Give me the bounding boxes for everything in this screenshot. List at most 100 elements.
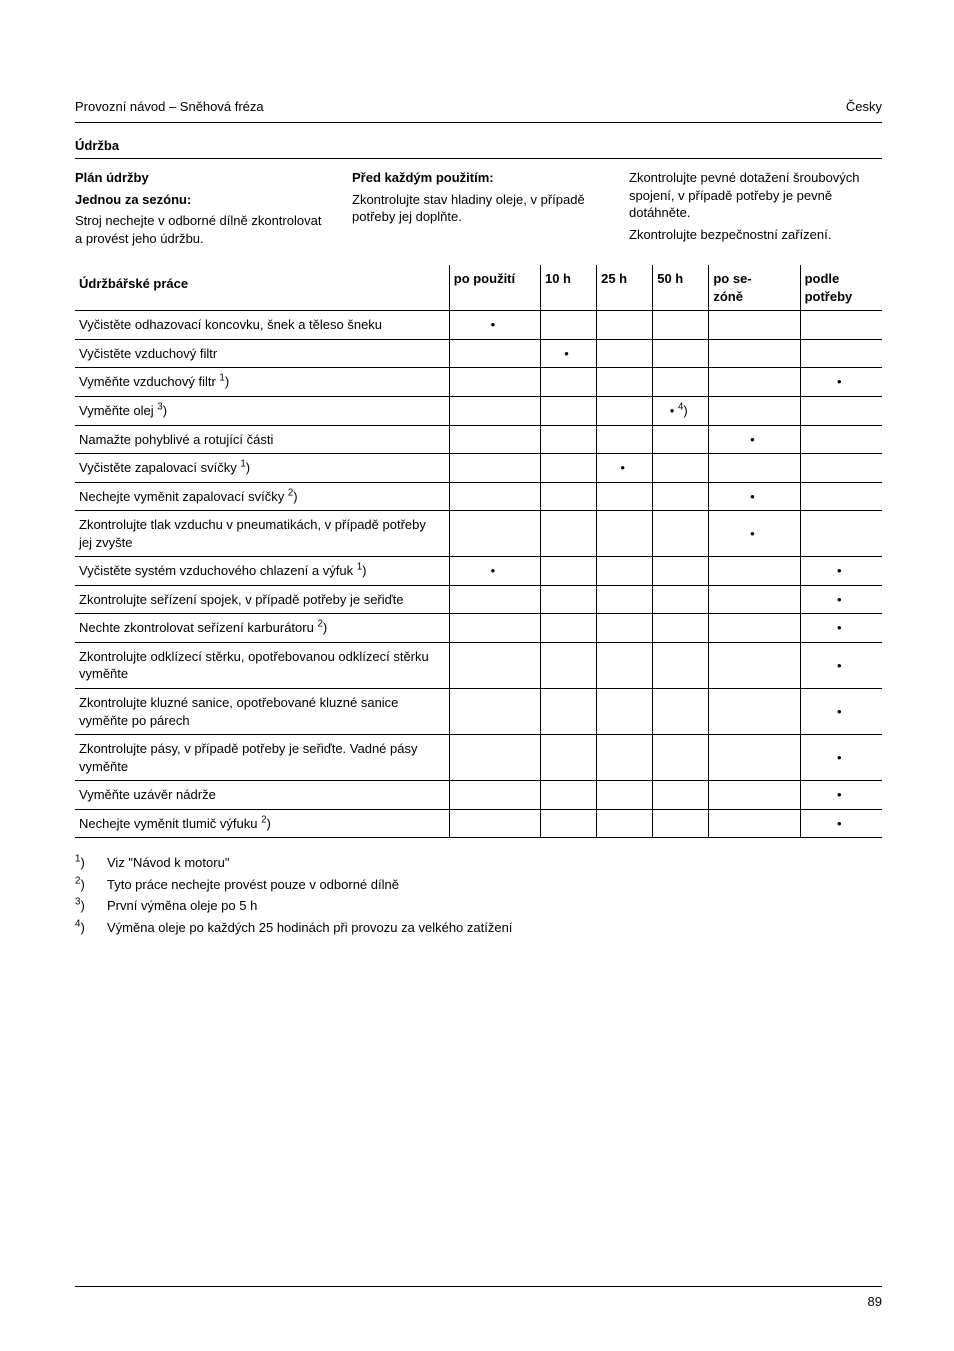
intro-columns: Plán údržby Jednou za sezónu: Stroj nech… [75,169,882,251]
dot-cell [449,511,540,557]
dot-cell [653,482,709,511]
dot-cell: • [800,557,882,586]
dot-cell [449,642,540,688]
table-row: Zkontrolujte odklízecí stěrku, opotřebov… [75,642,882,688]
table-row: Zkontrolujte pásy, v případě potřeby je … [75,735,882,781]
dot-cell [597,511,653,557]
dot-cell [540,425,596,454]
dot-cell: • [800,368,882,397]
dot-cell [653,339,709,368]
dot-cell [597,689,653,735]
page: Provozní návod – Sněhová fréza Česky Údr… [0,0,954,1351]
dot-cell [597,642,653,688]
dot-cell [597,339,653,368]
table-row: Nechejte vyměnit zapalovací svíčky 2)• [75,482,882,511]
footnote-mark: 2) [75,876,91,894]
dot-cell [653,735,709,781]
dot-cell: • 4) [653,397,709,426]
dot-cell [597,397,653,426]
table-row: Vyčistěte vzduchový filtr• [75,339,882,368]
dot-cell [709,689,800,735]
dot-cell: • [800,781,882,810]
before-use-heading: Před každým použitím: [352,169,605,187]
footnote: 3)První výměna oleje po 5 h [75,897,882,915]
dot-cell [653,425,709,454]
dot-cell [540,585,596,614]
header-rule [75,122,882,123]
dot-cell [540,557,596,586]
table-row: Vyměňte uzávěr nádrže • [75,781,882,810]
dot-cell [653,585,709,614]
dot-cell [449,735,540,781]
maintenance-table: Údržbářské práce po použití 10 h 25 h 50… [75,265,882,838]
section-title: Údržba [75,137,882,155]
table-row: Vyčistěte systém vzduchového chlazení a … [75,557,882,586]
dot-cell: • [709,511,800,557]
dot-cell [540,735,596,781]
dot-cell [540,482,596,511]
dot-cell [449,454,540,483]
dot-cell [449,689,540,735]
page-number: 89 [868,1293,882,1311]
dot-cell [597,614,653,643]
dot-cell [540,311,596,340]
dot-cell [597,425,653,454]
table-row: Zkontrolujte kluzné sanice, opotřebované… [75,689,882,735]
footnote: 4)Výměna oleje po každých 25 hodinách př… [75,919,882,937]
task-cell: Namažte pohyblivé a rotující části [75,425,449,454]
before-use-text: Zkontrolujte stav hladiny oleje, v přípa… [352,191,605,226]
table-row: Vyčistěte odhazovací koncovku, šnek a tě… [75,311,882,340]
dot-cell: • [709,482,800,511]
dot-cell [597,585,653,614]
dot-cell [449,339,540,368]
dot-cell [597,311,653,340]
footnote-mark: 1) [75,854,91,872]
dot-cell [540,809,596,838]
check-safety-text: Zkontrolujte bezpečnostní zařízení. [629,226,882,244]
dot-cell [540,368,596,397]
th-25h: 25 h [597,265,653,311]
th-50h: 50 h [653,265,709,311]
dot-cell: • [800,614,882,643]
dot-cell [800,454,882,483]
dot-cell: • [709,425,800,454]
dot-cell [653,614,709,643]
th-as-needed: podlepotřeby [800,265,882,311]
task-cell: Zkontrolujte kluzné sanice, opotřebované… [75,689,449,735]
task-cell: Vyměňte uzávěr nádrže [75,781,449,810]
dot-cell [597,735,653,781]
dot-cell [449,585,540,614]
dot-cell [709,642,800,688]
dot-cell [540,689,596,735]
dot-cell [653,454,709,483]
task-cell: Vyčistěte zapalovací svíčky 1) [75,454,449,483]
dot-cell [653,368,709,397]
task-cell: Vyměňte olej 3) [75,397,449,426]
task-cell: Vyměňte vzduchový filtr 1) [75,368,449,397]
dot-cell [449,809,540,838]
footnote-mark: 4) [75,919,91,937]
dot-cell [449,482,540,511]
dot-cell [653,557,709,586]
dot-cell: • [540,339,596,368]
dot-cell [709,311,800,340]
dot-cell [709,735,800,781]
dot-cell [449,781,540,810]
dot-cell [449,614,540,643]
table-row: Nechejte vyměnit tlumič výfuku 2)• [75,809,882,838]
dot-cell [800,511,882,557]
dot-cell: • [800,735,882,781]
th-10h: 10 h [540,265,596,311]
task-cell: Zkontrolujte odklízecí stěrku, opotřebov… [75,642,449,688]
dot-cell [709,781,800,810]
task-cell: Zkontrolujte tlak vzduchu v pneumatikách… [75,511,449,557]
dot-cell: • [449,557,540,586]
dot-cell [653,781,709,810]
th-after-use: po použití [449,265,540,311]
table-header-row: Údržbářské práce po použití 10 h 25 h 50… [75,265,882,311]
table-row: Namažte pohyblivé a rotující části • [75,425,882,454]
dot-cell [597,368,653,397]
dot-cell [540,781,596,810]
task-cell: Zkontrolujte seřízení spojek, v případě … [75,585,449,614]
running-header: Provozní návod – Sněhová fréza Česky [75,98,882,116]
